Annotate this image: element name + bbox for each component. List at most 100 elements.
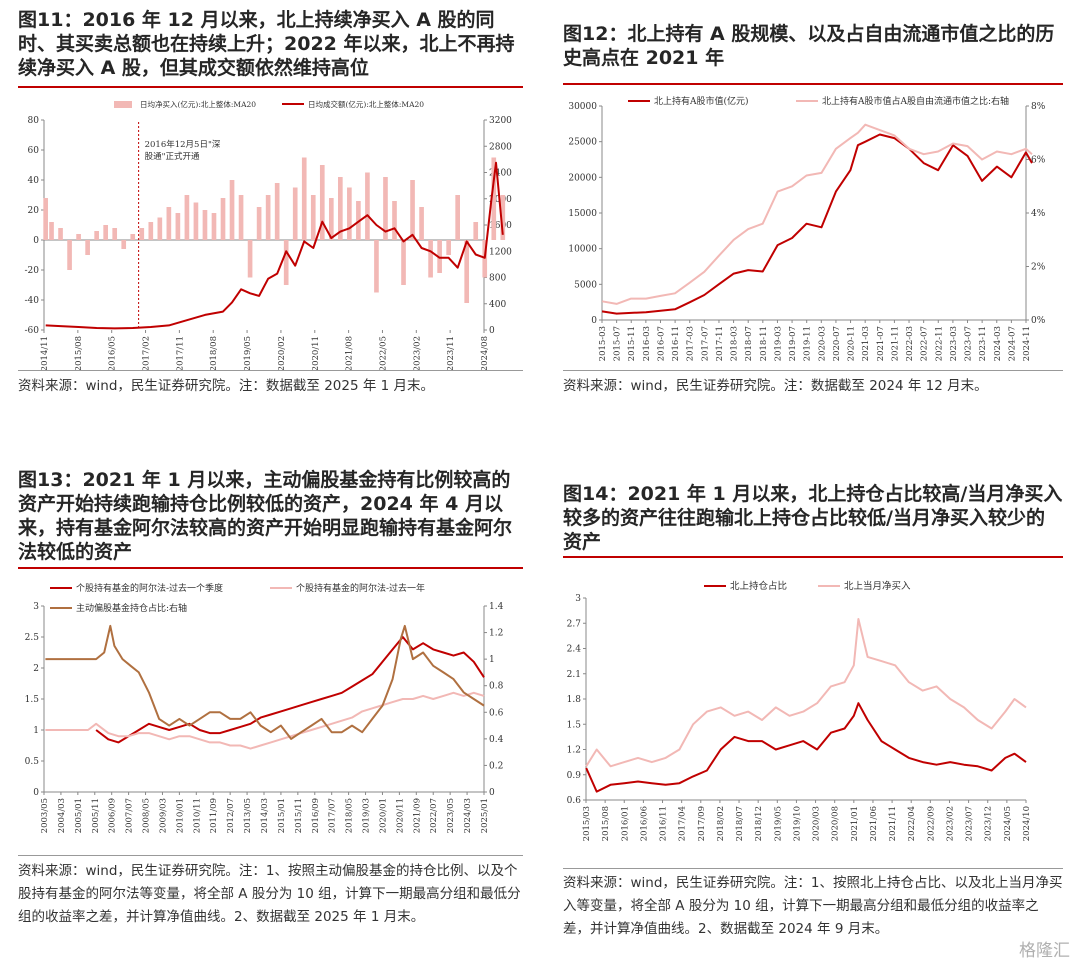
x-tick-label: 2015/08 xyxy=(74,336,84,370)
y-tick-label-left: 60 xyxy=(28,146,40,156)
bar-mark xyxy=(383,177,388,240)
bar-mark xyxy=(274,183,280,240)
x-tick-label: 2022-07 xyxy=(920,326,930,361)
x-tick-label: 2021/11 xyxy=(888,806,898,841)
y-tick-label-right: 0.6 xyxy=(489,708,504,718)
y-tick-label-left: 1.5 xyxy=(25,695,40,705)
x-tick-label: 2016-11 xyxy=(671,326,681,361)
x-tick-label: 2018-07 xyxy=(744,326,754,361)
x-tick-label: 2008/05 xyxy=(142,798,152,833)
x-tick-label: 2019/10 xyxy=(792,806,802,841)
bar-mark xyxy=(265,195,271,240)
y-tick-label-right: 8% xyxy=(1031,102,1046,112)
x-tick-label: 2024/05 xyxy=(1003,806,1013,841)
legend-label: 日均净买入(亿元):北上整体:MA20 xyxy=(140,99,256,109)
x-tick-label: 2017/07 xyxy=(328,798,338,833)
x-tick-label: 2021/06 xyxy=(869,806,879,841)
figure-12-source: 资料来源：wind，民生证券研究院。注：数据截至 2024 年 12 月末。 xyxy=(563,378,988,394)
y-tick-label-left: 40 xyxy=(28,176,40,186)
x-tick-label: 2017/11 xyxy=(175,336,185,370)
x-tick-label: 2020/02 xyxy=(277,336,287,370)
x-tick-label: 2018/07 xyxy=(735,806,745,841)
bar-mark xyxy=(94,231,99,240)
x-tick-label: 2022/04 xyxy=(907,806,917,841)
x-tick-label: 2023/02 xyxy=(945,806,955,841)
x-tick-label: 2011/09 xyxy=(209,798,219,833)
x-tick-label: 2024-03 xyxy=(993,326,1003,361)
x-tick-label: 2023-07 xyxy=(964,326,974,361)
bar-mark xyxy=(338,177,343,240)
y-tick-label-right: 3200 xyxy=(489,116,512,126)
legend-label: 北上当月净买入 xyxy=(844,580,911,592)
y-tick-label-left: 3 xyxy=(575,594,581,604)
x-tick-label: 2020/11 xyxy=(311,336,321,370)
bar-mark xyxy=(121,240,127,249)
y-tick-label-right: 6% xyxy=(1031,156,1046,166)
bar-mark xyxy=(67,240,72,270)
y-tick-label-left: 10000 xyxy=(568,245,597,255)
bar-mark xyxy=(428,240,433,278)
bar-mark xyxy=(256,207,262,240)
bar-mark xyxy=(58,228,63,240)
x-tick-label: 2024/03 xyxy=(463,798,473,833)
x-tick-label: 2024-11 xyxy=(1022,326,1032,361)
bar-mark xyxy=(347,187,352,240)
x-tick-label: 2020/01 xyxy=(378,798,388,833)
x-tick-label: 2014/03 xyxy=(260,798,270,833)
x-tick-label: 2022-11 xyxy=(934,326,944,361)
y-tick-label-right: 1 xyxy=(489,655,495,665)
y-tick-label-right: 2800 xyxy=(489,142,512,152)
bar-mark xyxy=(184,195,190,240)
x-tick-label: 2017-11 xyxy=(715,326,725,361)
y-tick-label-left: 5000 xyxy=(574,280,597,290)
bar-mark xyxy=(374,240,379,293)
x-tick-label: 2016/05 xyxy=(108,336,118,370)
y-tick-label-left: -60 xyxy=(25,326,40,336)
x-tick-label: 2015/03 xyxy=(582,806,592,841)
y-tick-label-left: 3 xyxy=(33,602,39,612)
x-tick-label: 2018-11 xyxy=(759,326,769,361)
x-tick-label: 2024/10 xyxy=(1022,806,1032,841)
y-tick-label-right: 2400 xyxy=(489,169,512,179)
bar-mark xyxy=(500,195,506,240)
bar-mark xyxy=(365,172,370,240)
x-tick-label: 2017-03 xyxy=(686,326,696,361)
x-tick-label: 2017/02 xyxy=(142,336,152,370)
bar-mark xyxy=(328,198,334,240)
x-tick-label: 2023/02 xyxy=(412,336,422,370)
figure-11-title: 图11：2016 年 12 月以来，北上持续净买入 A 股的同时、其买卖总额也在… xyxy=(18,9,515,79)
y-tick-label-left: 1 xyxy=(33,726,39,736)
x-tick-label: 2019/05 xyxy=(243,336,253,370)
figure-13-title: 图13：2021 年 1 月以来，主动偏股基金持有比例较高的资产开始持续跑输持仓… xyxy=(18,469,513,563)
x-tick-label: 2015/01 xyxy=(277,798,287,833)
y-tick-label-right: 1.4 xyxy=(489,602,504,612)
bar-mark xyxy=(157,217,163,240)
x-tick-label: 2016/09 xyxy=(311,798,321,833)
x-tick-label: 2023/12 xyxy=(984,806,994,841)
bar-mark xyxy=(211,213,217,240)
y-tick-label-left: 25000 xyxy=(568,138,597,148)
x-tick-label: 2004/03 xyxy=(57,798,67,833)
series-line-0 xyxy=(585,702,1027,793)
y-tick-label-right: 400 xyxy=(489,300,506,310)
legend-label: 北上持仓占比 xyxy=(730,580,787,592)
x-tick-label: 2017-07 xyxy=(700,326,710,361)
figure-13-chart: 32.521.510.501.41.210.80.60.40.202003/05… xyxy=(25,582,504,833)
y-tick-label-left: 2.7 xyxy=(567,619,582,629)
x-tick-label: 2016/11 xyxy=(659,806,669,841)
x-tick-label: 2024/08 xyxy=(480,336,490,370)
y-tick-label-right: 0.4 xyxy=(489,735,504,745)
x-tick-label: 2010/01 xyxy=(175,798,185,833)
legend-swatch xyxy=(114,101,132,108)
x-tick-label: 2015-03 xyxy=(598,326,608,361)
x-tick-label: 2021/09 xyxy=(412,798,422,833)
bar-mark xyxy=(437,240,442,273)
series-line-1 xyxy=(45,691,485,750)
figure-11-title-rule xyxy=(18,86,523,88)
y-tick-label-right: 1.2 xyxy=(489,629,503,639)
x-tick-label: 2023/11 xyxy=(446,336,456,370)
legend-label: 个股持有基金的阿尔法-过去一个季度 xyxy=(76,582,223,594)
x-tick-label: 2020/11 xyxy=(395,798,405,833)
x-tick-label: 2022/05 xyxy=(378,336,388,370)
